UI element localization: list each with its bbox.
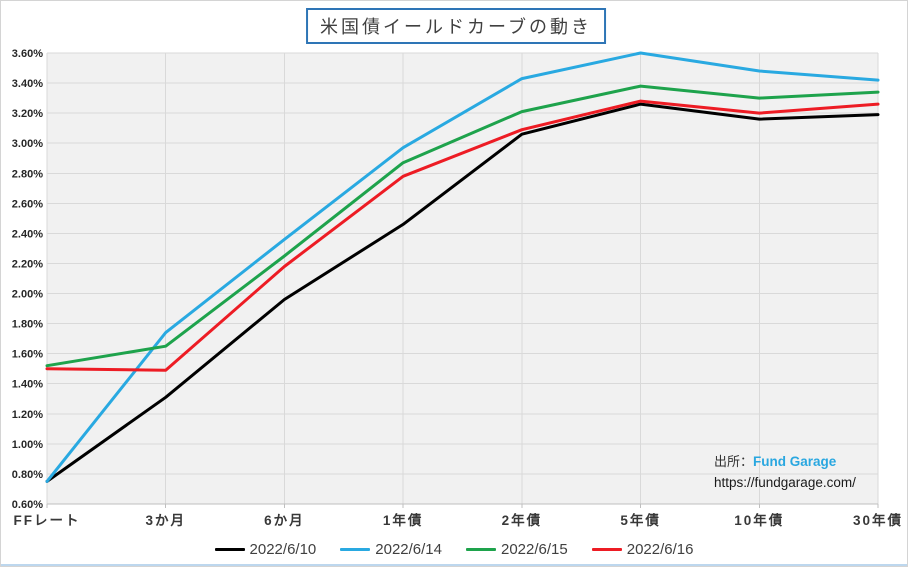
source-note: 出所：Fund Garage https://fundgarage.com/	[714, 451, 856, 493]
chart-title: 米国債イールドカーブの動き	[306, 8, 606, 44]
x-axis-label: 2年債	[502, 512, 543, 528]
legend-item: 2022/6/10	[214, 540, 317, 558]
x-axis-label: FFレート	[14, 513, 81, 528]
legend-marker	[466, 547, 496, 551]
legend-label: 2022/6/15	[501, 540, 568, 558]
y-axis-label: 1.00%	[12, 439, 43, 451]
legend-label: 2022/6/16	[626, 540, 694, 558]
plot-area	[47, 53, 878, 504]
legend-marker	[214, 547, 245, 551]
source-prefix: 出所：	[714, 454, 754, 469]
series-line-2022/6/14	[45, 51, 880, 483]
y-axis-label: 1.40%	[12, 379, 43, 391]
frame-bottom-border	[1, 564, 907, 566]
legend-marker	[591, 547, 622, 551]
legend-marker	[340, 547, 371, 551]
source-url: https://fundgarage.com/	[714, 475, 856, 490]
y-axis-label: 3.40%	[12, 78, 43, 90]
y-axis-label: 2.20%	[12, 258, 43, 270]
source-line: 出所：Fund Garage	[714, 451, 856, 472]
y-axis-label: 1.60%	[12, 349, 43, 361]
yield-curve-chart: FFレート 3か月 6か月 1年債 2年債 5年債 10年債 30年債 3.60% 3.40% 3.…	[12, 48, 903, 528]
y-axis-label: 2.40%	[12, 228, 43, 240]
x-axis-label: 1年債	[383, 512, 424, 528]
y-axis-label: 3.00%	[12, 138, 43, 150]
series-line-2022/6/15	[45, 84, 880, 368]
y-axis-label: 1.80%	[12, 319, 43, 331]
series-line-2022/6/10	[45, 102, 880, 483]
legend-label: 2022/6/14	[375, 540, 442, 558]
x-axis-label: 5年債	[620, 512, 661, 528]
y-axis-label: 0.60%	[12, 499, 43, 511]
legend-item: 2022/6/16	[591, 540, 694, 558]
legend-item: 2022/6/14	[340, 541, 442, 558]
legend-item: 2022/6/15	[466, 541, 568, 558]
x-axis-label: 10年債	[734, 512, 784, 528]
y-axis-label: 0.80%	[12, 469, 43, 481]
x-axis-label: 3か月	[145, 513, 186, 528]
chart-legend: 2022/6/10 2022/6/14 2022/6/15 2022/6/16	[1, 536, 907, 562]
legend-label: 2022/6/10	[249, 540, 317, 558]
y-axis-label: 1.20%	[12, 409, 43, 421]
y-axis-label: 2.00%	[12, 289, 43, 301]
x-axis-label: 30年債	[853, 512, 903, 528]
series-line-2022/6/16	[45, 99, 880, 372]
source-link[interactable]: Fund Garage	[753, 454, 837, 469]
y-axis-label: 2.80%	[12, 168, 43, 180]
x-axis-label: 6か月	[264, 513, 305, 528]
y-axis-label: 3.60%	[12, 48, 43, 60]
y-axis-label: 2.60%	[12, 198, 43, 210]
y-axis-label: 3.20%	[12, 108, 43, 120]
